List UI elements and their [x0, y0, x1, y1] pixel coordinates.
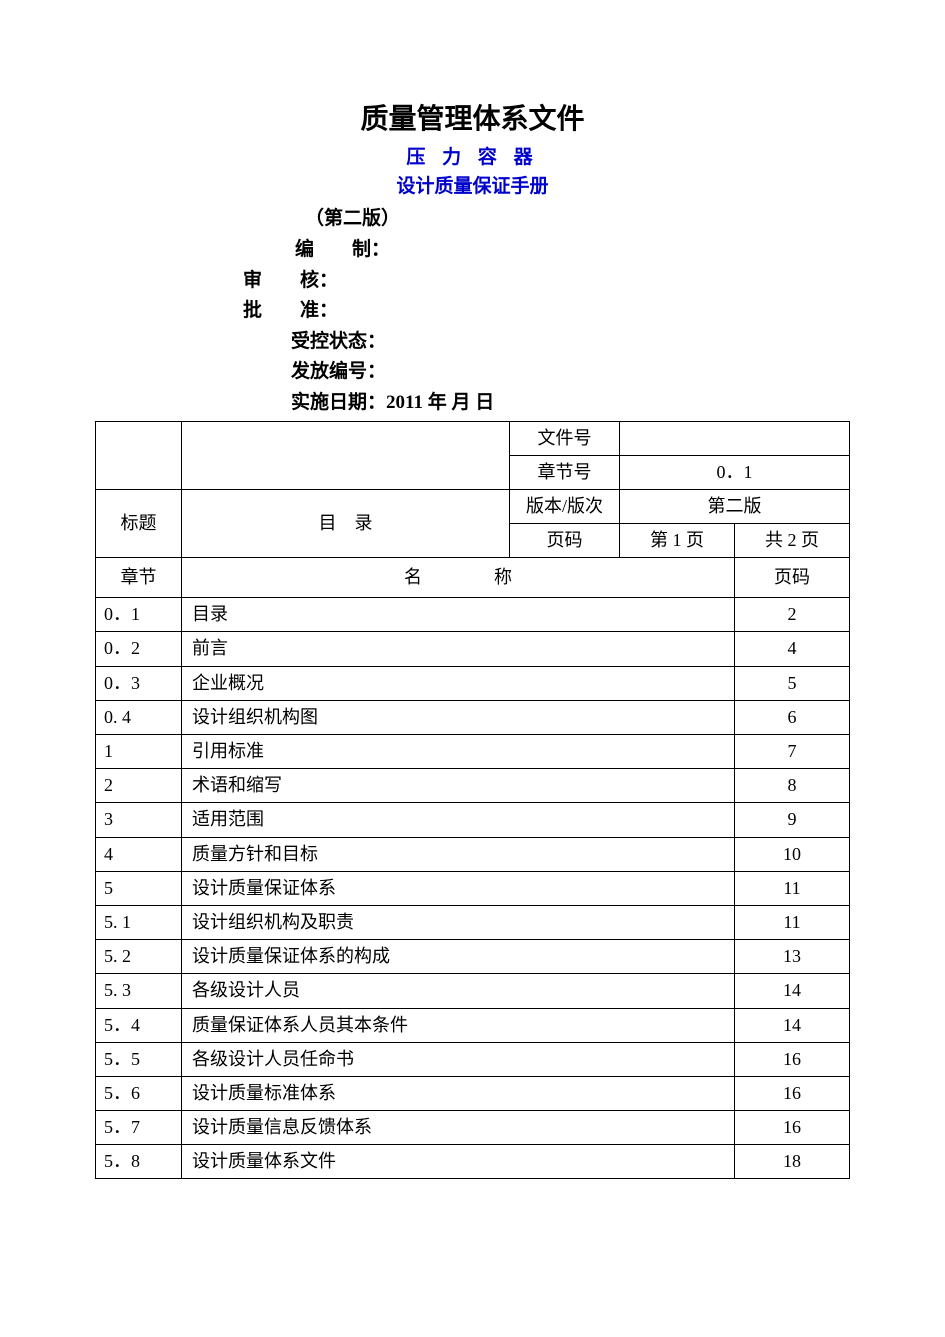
- approved-by-line: 批 准：: [243, 298, 850, 325]
- section-no-value: 0．1: [620, 455, 850, 489]
- toc-page-cell: 13: [735, 940, 850, 974]
- toc-page-cell: 16: [735, 1076, 850, 1110]
- doc-no-value: [620, 421, 850, 455]
- toc-name-cell: 质量方针和目标: [182, 837, 735, 871]
- toc-name-cell: 设计质量标准体系: [182, 1076, 735, 1110]
- section-no-label: 章节号: [510, 455, 620, 489]
- toc-name-cell: 设计组织机构及职责: [182, 905, 735, 939]
- toc-name-cell: 术语和缩写: [182, 769, 735, 803]
- toc-header-chapter: 章节: [96, 558, 182, 598]
- table-row: 5. 1设计组织机构及职责11: [96, 905, 850, 939]
- toc-name-cell: 设计质量保证体系的构成: [182, 940, 735, 974]
- toc-page-cell: 11: [735, 871, 850, 905]
- version-label: 版本/版次: [510, 489, 620, 523]
- toc-chapter-cell: 0．1: [96, 598, 182, 632]
- toc-chapter-cell: 1: [96, 735, 182, 769]
- table-row: 0．3企业概况5: [96, 666, 850, 700]
- toc-page-cell: 10: [735, 837, 850, 871]
- table-row: 0．2前言4: [96, 632, 850, 666]
- table-row: 4质量方针和目标10: [96, 837, 850, 871]
- toc-name-cell: 各级设计人员: [182, 974, 735, 1008]
- implementation-date-line: 实施日期：2011 年 月 日: [291, 390, 850, 417]
- edition-label: （第二版）: [305, 206, 850, 233]
- table-row: 5. 2设计质量保证体系的构成13: [96, 940, 850, 974]
- toc-page-cell: 16: [735, 1111, 850, 1145]
- toc-chapter-cell: 5．5: [96, 1042, 182, 1076]
- toc-chapter-cell: 4: [96, 837, 182, 871]
- toc-chapter-cell: 5．6: [96, 1076, 182, 1110]
- table-row: 3适用范围9: [96, 803, 850, 837]
- toc-name-cell: 各级设计人员任命书: [182, 1042, 735, 1076]
- compiled-by-line: 编 制：: [295, 237, 850, 264]
- toc-name-cell: 设计质量信息反馈体系: [182, 1111, 735, 1145]
- toc-chapter-cell: 5. 2: [96, 940, 182, 974]
- document-title: 质量管理体系文件: [95, 100, 850, 139]
- toc-chapter-cell: 3: [96, 803, 182, 837]
- toc-chapter-cell: 0．3: [96, 666, 182, 700]
- toc-page-cell: 16: [735, 1042, 850, 1076]
- toc-chapter-cell: 2: [96, 769, 182, 803]
- toc-chapter-cell: 5. 1: [96, 905, 182, 939]
- title-header-label: 标题: [96, 489, 182, 557]
- toc-page-cell: 6: [735, 700, 850, 734]
- doc-no-label: 文件号: [510, 421, 620, 455]
- toc-name-cell: 质量保证体系人员其本条件: [182, 1008, 735, 1042]
- table-row: 0．1目录2: [96, 598, 850, 632]
- document-subtitle-2: 设计质量保证手册: [95, 174, 850, 201]
- issue-number-line: 发放编号：: [291, 359, 850, 386]
- table-row: 5．4质量保证体系人员其本条件14: [96, 1008, 850, 1042]
- page-total: 共 2 页: [735, 524, 850, 558]
- page-info-label: 页码: [510, 524, 620, 558]
- date-label: 实施日期：: [291, 392, 386, 413]
- toc-chapter-cell: 5．7: [96, 1111, 182, 1145]
- table-row: 5．6设计质量标准体系16: [96, 1076, 850, 1110]
- toc-name-cell: 企业概况: [182, 666, 735, 700]
- date-value: 2011 年 月 日: [386, 392, 494, 413]
- toc-page-cell: 5: [735, 666, 850, 700]
- reviewed-by-line: 审 核：: [243, 268, 850, 295]
- toc-name-cell: 目录: [182, 598, 735, 632]
- table-row: 0. 4设计组织机构图6: [96, 700, 850, 734]
- toc-header-name: 名 称: [182, 558, 735, 598]
- toc-page-cell: 14: [735, 1008, 850, 1042]
- toc-name-cell: 设计质量保证体系: [182, 871, 735, 905]
- control-status-line: 受控状态：: [291, 329, 850, 356]
- toc-page-cell: 2: [735, 598, 850, 632]
- toc-page-cell: 14: [735, 974, 850, 1008]
- toc-page-cell: 18: [735, 1145, 850, 1179]
- table-row: 5．7设计质量信息反馈体系16: [96, 1111, 850, 1145]
- document-subtitle-1: 压 力 容 器: [95, 145, 850, 172]
- toc-page-cell: 8: [735, 769, 850, 803]
- toc-page-cell: 11: [735, 905, 850, 939]
- table-row: 5. 3各级设计人员14: [96, 974, 850, 1008]
- title-header-value: 目 录: [182, 489, 510, 557]
- page-current: 第 1 页: [620, 524, 735, 558]
- toc-name-cell: 设计质量体系文件: [182, 1145, 735, 1179]
- table-row: 1引用标准7: [96, 735, 850, 769]
- toc-name-cell: 前言: [182, 632, 735, 666]
- toc-chapter-cell: 5: [96, 871, 182, 905]
- toc-page-cell: 7: [735, 735, 850, 769]
- version-value: 第二版: [620, 489, 850, 523]
- toc-chapter-cell: 5. 3: [96, 974, 182, 1008]
- table-row: 2术语和缩写8: [96, 769, 850, 803]
- toc-page-cell: 4: [735, 632, 850, 666]
- toc-chapter-cell: 0. 4: [96, 700, 182, 734]
- toc-chapter-cell: 5．8: [96, 1145, 182, 1179]
- document-info-table: 文件号 章节号 0．1 标题 目 录 版本/版次 第二版 页码 第 1 页 共 …: [95, 421, 850, 1180]
- toc-chapter-cell: 5．4: [96, 1008, 182, 1042]
- table-row: 5设计质量保证体系11: [96, 871, 850, 905]
- toc-name-cell: 引用标准: [182, 735, 735, 769]
- toc-name-cell: 设计组织机构图: [182, 700, 735, 734]
- toc-name-cell: 适用范围: [182, 803, 735, 837]
- toc-header-page: 页码: [735, 558, 850, 598]
- toc-chapter-cell: 0．2: [96, 632, 182, 666]
- toc-page-cell: 9: [735, 803, 850, 837]
- table-row: 5．8设计质量体系文件18: [96, 1145, 850, 1179]
- table-row: 5．5各级设计人员任命书16: [96, 1042, 850, 1076]
